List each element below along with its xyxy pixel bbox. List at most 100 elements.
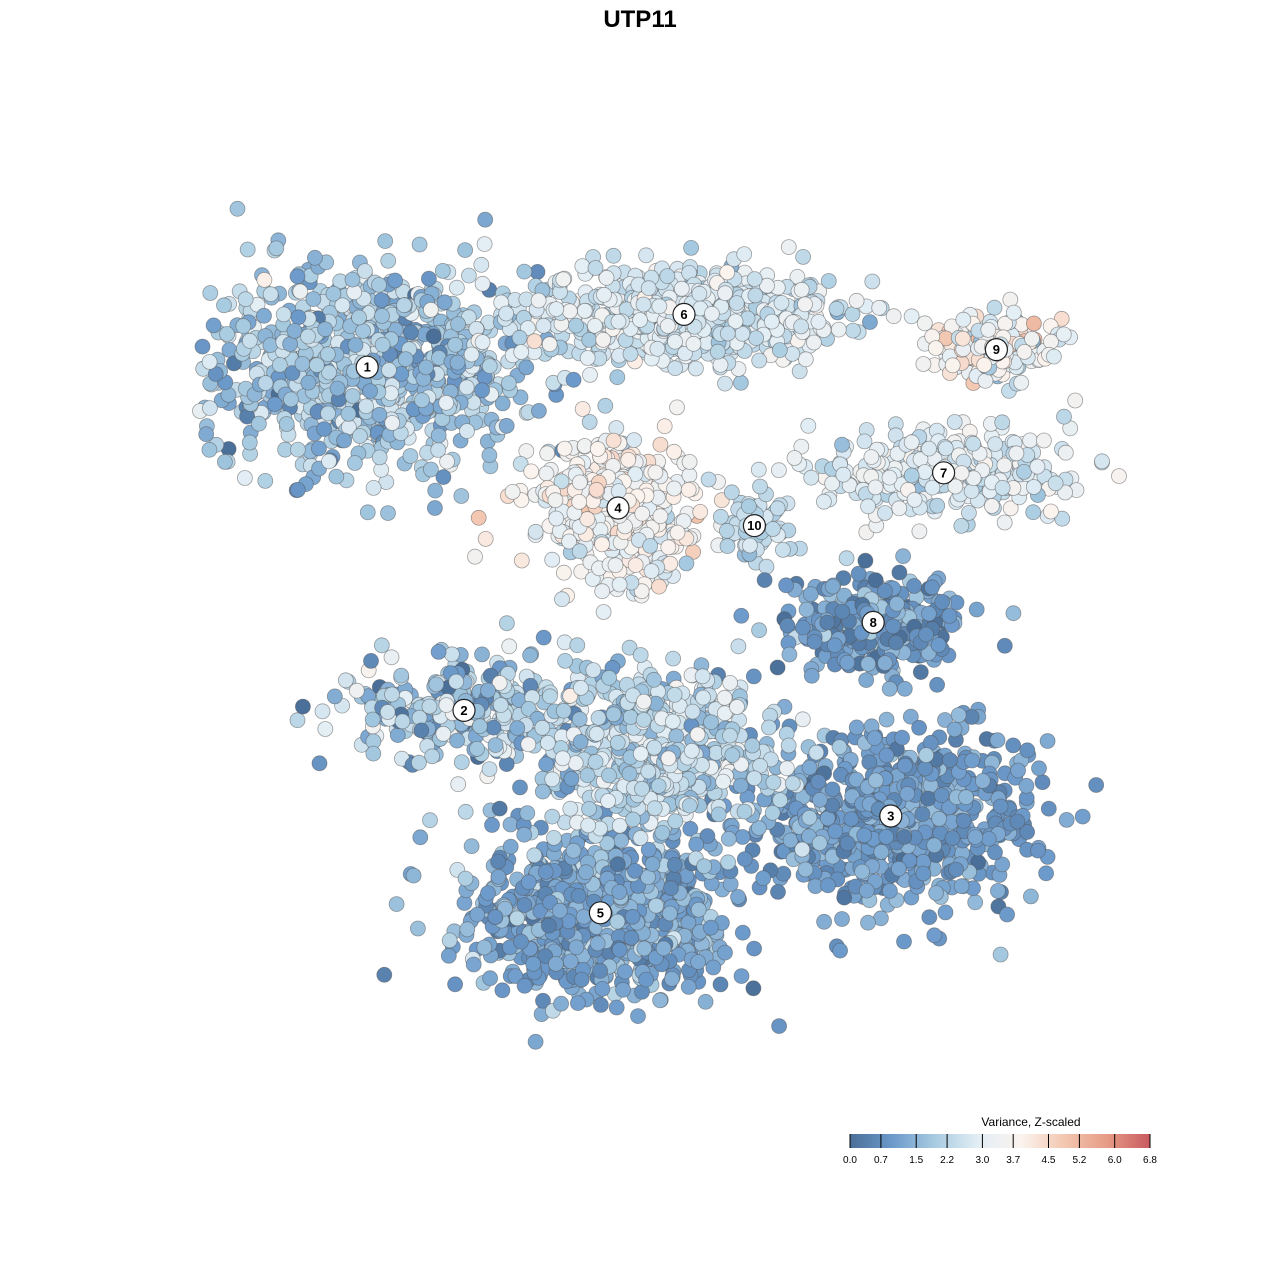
data-point [878,829,895,845]
data-point [527,523,544,540]
data-point [1067,392,1084,409]
data-point [314,703,331,720]
data-point [894,729,910,746]
data-point [481,761,498,777]
data-point [632,312,648,328]
data-point [915,865,932,882]
data-point [449,732,466,749]
data-point [955,311,972,328]
data-point [1040,800,1057,817]
data-point [216,453,233,470]
data-point [587,260,604,276]
data-point [1111,468,1127,485]
data-point [1055,326,1072,343]
data-point [201,441,218,458]
data-point [806,334,822,351]
data-point [820,877,836,894]
data-point [918,747,935,763]
data-point [458,379,475,396]
data-point [811,835,828,851]
data-point [873,844,890,860]
data-point [845,322,861,339]
data-point [926,927,943,944]
data-point [513,344,530,360]
data-point [282,336,299,353]
data-point [422,461,439,478]
data-point [797,861,814,878]
data-point [931,810,947,827]
data-point [866,730,883,746]
data-point [463,838,480,855]
data-point [562,953,579,970]
data-point [834,603,851,620]
data-point [927,340,944,357]
data-point [430,442,447,458]
data-point [763,313,780,330]
data-point [289,712,306,729]
data-point [710,806,727,823]
data-point [656,418,673,435]
data-point [516,977,533,994]
data-point [371,276,387,293]
data-point [411,236,428,253]
data-point [593,997,609,1013]
data-point [581,331,598,348]
data-point [733,607,750,624]
data-point [435,469,452,486]
data-point [194,338,211,355]
data-point [553,995,569,1012]
data-point [647,464,664,481]
data-point [216,297,232,314]
data-point [963,709,980,725]
data-point [541,336,558,353]
data-point [581,801,597,817]
data-point [779,760,795,777]
data-point [501,638,518,655]
data-point [500,375,517,392]
data-point [917,760,934,777]
data-point [290,309,307,326]
data-point [256,307,272,324]
data-point [487,737,504,753]
data-point [576,302,593,319]
data-point [605,432,622,449]
data-point [1031,760,1047,777]
data-point [397,351,414,368]
data-point [1088,777,1105,793]
data-point [430,427,447,444]
data-point [1029,458,1046,475]
data-point [885,618,901,635]
data-point [803,667,820,684]
data-point [376,966,393,983]
data-point [826,637,843,654]
data-point [569,637,586,654]
data-point [319,346,336,363]
data-point [929,497,946,514]
data-point [356,263,373,280]
data-point [317,721,334,737]
data-point [351,309,367,326]
data-point [942,752,958,768]
data-point [950,707,967,723]
data-point [490,869,507,885]
data-point [638,971,654,988]
data-point [491,800,508,817]
data-point [512,779,528,796]
data-point [712,976,729,993]
data-point [377,233,394,250]
data-point [717,375,733,392]
data-point [624,908,641,925]
data-point [999,906,1015,923]
data-point [1025,479,1042,495]
data-point [1008,445,1025,462]
data-point [667,360,684,377]
data-point [526,333,543,350]
data-point [987,436,1003,453]
data-point [473,256,490,273]
chart-title: UTP11 [603,6,676,33]
data-point [539,445,556,462]
data-point [1046,348,1062,365]
data-point [266,396,283,413]
data-point [903,434,920,451]
data-point [937,440,954,457]
